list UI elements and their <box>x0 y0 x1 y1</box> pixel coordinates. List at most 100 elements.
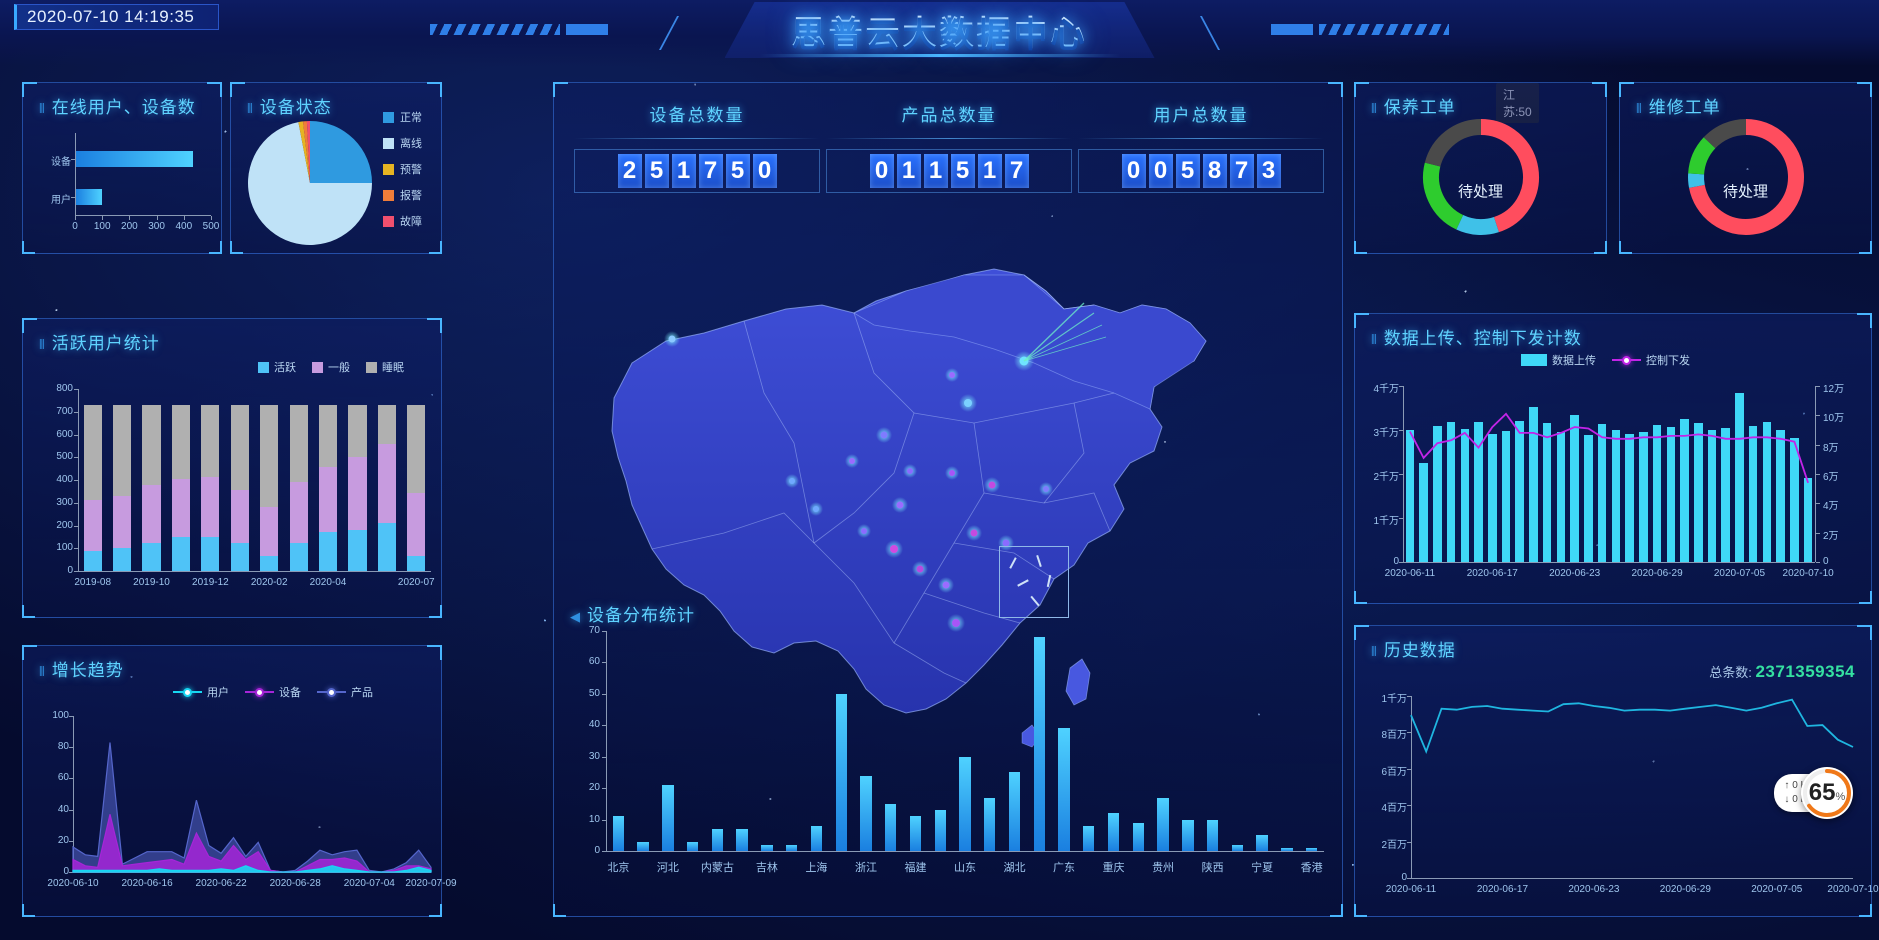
bar-北京[interactable] <box>612 816 625 851</box>
bar-江苏[interactable] <box>835 693 847 851</box>
legend-item-故障[interactable]: 故障 <box>383 213 422 229</box>
bar-河北[interactable] <box>662 785 674 851</box>
bar-吉林[interactable] <box>761 844 773 851</box>
stack-segment-睡眠[interactable] <box>318 404 338 468</box>
legend-item-离线[interactable]: 离线 <box>383 135 422 151</box>
bar-宁夏[interactable] <box>1256 835 1268 851</box>
stack-segment-活跃[interactable] <box>318 532 338 571</box>
legend-item-活跃[interactable]: 活跃 <box>258 359 296 375</box>
bar-upload[interactable] <box>1639 431 1648 562</box>
map-minimap[interactable] <box>999 546 1069 618</box>
stack-segment-睡眠[interactable] <box>289 404 308 482</box>
stack-segment-活跃[interactable] <box>83 550 102 571</box>
stack-segment-活跃[interactable] <box>407 556 426 571</box>
stack-segment-一般[interactable] <box>348 457 367 531</box>
bar-辽宁[interactable] <box>736 829 748 851</box>
maintenance-orders-svg[interactable] <box>1355 109 1608 249</box>
bar-湖南[interactable] <box>1033 637 1045 851</box>
donut-arc-已完成[interactable] <box>1688 137 1716 175</box>
legend-item-预警[interactable]: 预警 <box>383 161 422 177</box>
legend-item-报警[interactable]: 报警 <box>383 187 422 203</box>
chart-growth-trend[interactable]: 0 20 40 60 80 100 2020-06-10 2020-06-16 2020-06-… <box>23 704 456 910</box>
line-control-dispatch[interactable] <box>1409 412 1809 484</box>
stack-segment-一般[interactable] <box>113 496 132 548</box>
stack-segment-活跃[interactable] <box>171 537 191 571</box>
pie-slice-正常[interactable] <box>310 121 372 183</box>
bar-upload[interactable] <box>1584 434 1593 562</box>
stack-segment-睡眠[interactable] <box>83 404 102 501</box>
bar-上海[interactable] <box>810 825 823 851</box>
bar-upload[interactable] <box>1474 422 1483 562</box>
bar-upload[interactable] <box>1721 427 1730 562</box>
donut-arc-已完成[interactable] <box>1423 162 1464 230</box>
bar-upload[interactable] <box>1501 430 1511 562</box>
bar-黑龙江[interactable] <box>785 844 798 851</box>
legend-item-正常[interactable]: 正常 <box>383 109 422 125</box>
stack-segment-睡眠[interactable] <box>407 404 426 493</box>
legend-item-一般[interactable]: 一般 <box>312 359 350 375</box>
bar-云南[interactable] <box>1182 819 1194 851</box>
bar-江西[interactable] <box>934 810 946 851</box>
stack-segment-活跃[interactable] <box>289 543 308 571</box>
area-series-产品[interactable] <box>72 742 432 873</box>
bar-upload[interactable] <box>1625 434 1634 562</box>
chart-online-users-devices[interactable]: 设备 用户 0 100 200 300 400 500 <box>23 123 223 248</box>
donut-arc-处理中[interactable] <box>1456 214 1499 235</box>
area-series-设备[interactable] <box>72 814 432 873</box>
bar-upload[interactable] <box>1790 437 1799 562</box>
legend-item-产品[interactable]: 产品 <box>317 684 373 700</box>
bar-upload[interactable] <box>1707 430 1717 562</box>
bar-天津[interactable] <box>637 841 649 851</box>
bar-upload[interactable] <box>1680 418 1689 562</box>
bar-upload[interactable] <box>1405 430 1415 562</box>
bar-内蒙古[interactable] <box>711 829 724 851</box>
stack-segment-睡眠[interactable] <box>377 404 396 444</box>
bar-广东[interactable] <box>1058 728 1070 851</box>
stack-segment-活跃[interactable] <box>113 547 132 571</box>
bar-福建[interactable] <box>909 816 922 851</box>
area-series-用户[interactable] <box>72 865 432 873</box>
pie-slice-离线[interactable] <box>247 122 372 245</box>
bar-安徽[interactable] <box>885 803 897 851</box>
bar-upload[interactable] <box>1515 421 1524 562</box>
repair-orders-svg[interactable] <box>1620 109 1873 249</box>
bar-upload[interactable] <box>1611 430 1621 562</box>
bar-香港[interactable] <box>1305 847 1318 851</box>
donut-arc-已关闭[interactable] <box>1424 119 1482 167</box>
chart-repair-donut[interactable] <box>1620 109 1873 249</box>
bar-upload[interactable] <box>1542 423 1552 562</box>
legend-item-控制下发[interactable]: 控制下发 <box>1612 352 1690 368</box>
bar-四川[interactable] <box>1132 822 1144 851</box>
stack-segment-睡眠[interactable] <box>142 404 161 485</box>
stack-segment-睡眠[interactable] <box>113 404 132 497</box>
chart-device-distribution[interactable]: 0 10 20 30 40 50 60 70 北京 河北 内蒙古 吉林 上海 浙江 福建 山东 湖北 广东 重庆 贵州… <box>554 623 1344 913</box>
chart-upload-control[interactable]: 0 1千万 2千万 3千万 4千万 0 2万 4万 6万 8万 10万 12万 2020-06-11 20… <box>1355 372 1873 602</box>
bar-浙江[interactable] <box>860 775 872 851</box>
bar-upload[interactable] <box>1460 428 1470 562</box>
stack-segment-一般[interactable] <box>407 492 426 557</box>
line-history[interactable] <box>1410 698 1854 754</box>
stack-segment-一般[interactable] <box>377 443 396 523</box>
bar-贵州[interactable] <box>1157 797 1169 851</box>
bar-upload[interactable] <box>1488 433 1497 562</box>
bar-陕西[interactable] <box>1206 819 1219 851</box>
stack-segment-活跃[interactable] <box>377 522 396 571</box>
bar-upload[interactable] <box>1433 425 1442 562</box>
bar-upload[interactable] <box>1597 423 1607 562</box>
bar-upload[interactable] <box>1446 421 1456 562</box>
stack-segment-一般[interactable] <box>289 481 308 543</box>
pie-slice-故障[interactable] <box>306 121 310 183</box>
bar-河南[interactable] <box>984 797 996 851</box>
stack-segment-一般[interactable] <box>201 477 220 537</box>
chart-active-users[interactable]: 0 100 200 300 400 500 600 700 800 2019-08 2019-10 2… <box>23 379 443 609</box>
bar-用户[interactable] <box>76 189 102 205</box>
stack-segment-一般[interactable] <box>260 507 279 556</box>
stack-segment-睡眠[interactable] <box>260 404 279 508</box>
pie-slice-报警[interactable] <box>303 121 310 183</box>
bar-upload[interactable] <box>1803 478 1813 562</box>
stack-segment-一般[interactable] <box>318 467 338 533</box>
bar-湖北[interactable] <box>1008 772 1021 851</box>
bar-upload[interactable] <box>1762 422 1772 562</box>
bar-upload[interactable] <box>1666 426 1676 562</box>
bar-upload[interactable] <box>1694 423 1703 562</box>
